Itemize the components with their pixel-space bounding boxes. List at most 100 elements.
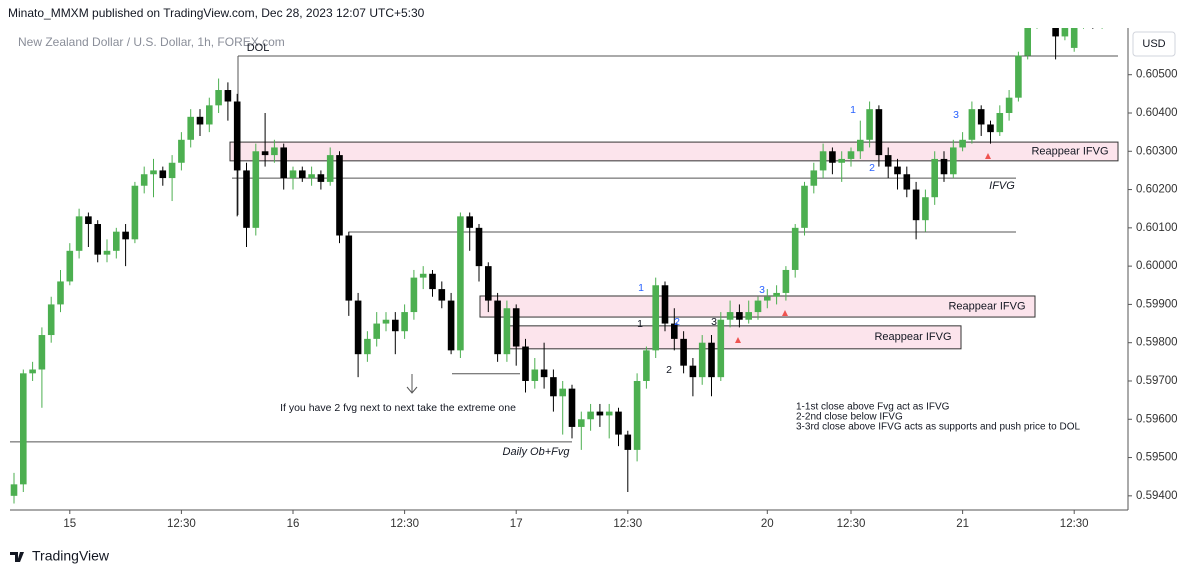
candle: [1005, 90, 1013, 121]
candle-body: [326, 155, 334, 182]
annotation: If you have 2 fvg next to next take the …: [280, 402, 516, 414]
candle-body: [66, 250, 74, 282]
annotation: 1: [638, 282, 644, 294]
candle-body: [345, 235, 353, 301]
candle: [75, 208, 83, 259]
logo-text: TradingView: [32, 548, 110, 564]
candle-body: [75, 216, 83, 251]
candle-body: [959, 139, 966, 148]
candle-body: [698, 342, 706, 378]
candle: [875, 105, 883, 167]
candle-body: [605, 411, 613, 416]
candle: [1034, 13, 1041, 29]
candle-body: [140, 174, 148, 186]
y-tick-label: 0.60200: [1136, 184, 1178, 196]
candle-body: [1099, 21, 1106, 25]
note: 2-2nd close below IFVG: [796, 412, 903, 423]
candle: [680, 331, 687, 374]
logo: TradingView: [10, 548, 110, 564]
candle: [857, 120, 864, 159]
candle-body: [289, 170, 297, 179]
y-tick-label: 0.60500: [1136, 69, 1178, 81]
annotation: 1: [637, 318, 643, 330]
currency-box[interactable]: [1132, 31, 1176, 57]
candle-body: [550, 377, 557, 397]
candle-body: [271, 147, 278, 156]
candle: [159, 166, 167, 186]
plot: [10, 10, 1119, 504]
candle: [317, 170, 325, 190]
candle-body: [968, 109, 976, 140]
candle: [196, 109, 204, 136]
y-tick-label: 0.59700: [1136, 375, 1178, 387]
candle: [438, 281, 446, 309]
candle-body: [791, 227, 799, 270]
candle: [698, 335, 706, 385]
candle-body: [922, 197, 929, 221]
candle: [624, 430, 632, 493]
candle-body: [661, 285, 669, 324]
candle: [968, 101, 976, 144]
candle-body: [689, 365, 697, 378]
candle-body: [1043, 13, 1050, 17]
candle: [243, 162, 250, 247]
candle: [140, 166, 148, 194]
candle-body: [987, 124, 994, 133]
annotation: 3: [711, 316, 717, 328]
candle: [652, 277, 659, 359]
candle: [633, 373, 641, 462]
candle-body: [168, 162, 176, 179]
candle: [754, 296, 762, 320]
candle: [457, 212, 464, 359]
candle: [392, 312, 399, 355]
candle: [1099, 21, 1106, 29]
candle-body: [429, 273, 436, 290]
candle-body: [196, 116, 204, 125]
candle: [206, 97, 213, 133]
candle: [1092, 28, 1094, 29]
candle: [736, 304, 743, 328]
candle-body: [1034, 13, 1041, 24]
candle-body: [624, 434, 632, 450]
candle-body: [615, 411, 622, 435]
y-tick-label: 0.59600: [1136, 413, 1178, 425]
y-tick-label: 0.60100: [1136, 222, 1178, 234]
candle-body: [894, 166, 901, 175]
candle-body: [336, 155, 343, 236]
candle: [345, 231, 353, 316]
candle-body: [1052, 28, 1059, 37]
candle-body: [736, 312, 743, 320]
candle: [364, 331, 371, 362]
candle-body: [94, 224, 101, 255]
candle-body: [354, 300, 362, 355]
candle-body: [215, 90, 222, 106]
candle: [503, 300, 511, 362]
level-label: Daily Ob+Fvg: [503, 446, 571, 458]
candle-body: [503, 308, 511, 355]
candle: [922, 189, 929, 232]
candle: [187, 109, 194, 148]
candle-body: [977, 109, 985, 125]
candle: [522, 338, 529, 393]
candle-body: [726, 312, 734, 320]
candle: [1043, 10, 1050, 25]
candle: [1061, 28, 1069, 41]
candle: [708, 335, 715, 397]
candle: [233, 93, 241, 217]
y-tick-label: 0.59900: [1136, 298, 1178, 310]
currency[interactable]: USD: [1142, 38, 1165, 50]
candle-body: [466, 216, 473, 228]
candle: [550, 369, 557, 412]
candle: [336, 151, 343, 244]
candle-body: [419, 273, 427, 278]
candle-body: [931, 158, 938, 198]
candle: [1024, 28, 1031, 60]
candle: [354, 292, 362, 378]
candle: [1070, 28, 1078, 52]
candle-body: [150, 170, 157, 175]
candle-body: [1005, 97, 1013, 113]
y-tick-label: 0.59400: [1136, 490, 1178, 502]
candle: [447, 292, 455, 355]
candle-body: [187, 116, 194, 140]
candle: [299, 166, 306, 182]
